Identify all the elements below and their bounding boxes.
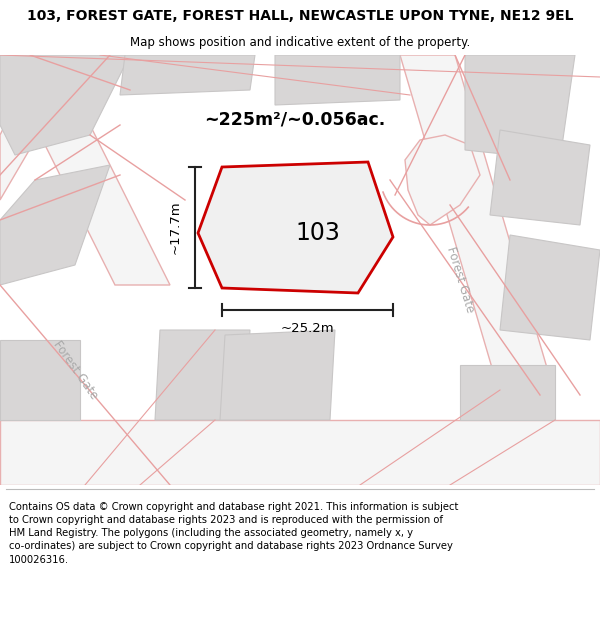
Polygon shape xyxy=(198,162,393,293)
Text: 103: 103 xyxy=(296,221,340,245)
Polygon shape xyxy=(490,130,590,225)
Polygon shape xyxy=(0,420,600,485)
Polygon shape xyxy=(405,135,480,225)
Polygon shape xyxy=(275,55,400,105)
Polygon shape xyxy=(0,55,130,155)
Polygon shape xyxy=(500,235,600,340)
Text: Forest Gate: Forest Gate xyxy=(50,338,100,402)
Text: Contains OS data © Crown copyright and database right 2021. This information is : Contains OS data © Crown copyright and d… xyxy=(9,502,458,564)
Polygon shape xyxy=(0,165,110,285)
Polygon shape xyxy=(460,365,555,420)
Text: Map shows position and indicative extent of the property.: Map shows position and indicative extent… xyxy=(130,36,470,49)
Text: 103, FOREST GATE, FOREST HALL, NEWCASTLE UPON TYNE, NE12 9EL: 103, FOREST GATE, FOREST HALL, NEWCASTLE… xyxy=(27,9,573,24)
Polygon shape xyxy=(0,340,80,420)
Polygon shape xyxy=(400,55,555,395)
Text: ~25.2m: ~25.2m xyxy=(281,321,334,334)
Text: ~225m²/~0.056ac.: ~225m²/~0.056ac. xyxy=(205,111,386,129)
Polygon shape xyxy=(120,55,255,95)
Text: ~17.7m: ~17.7m xyxy=(169,201,182,254)
Polygon shape xyxy=(465,55,575,160)
Polygon shape xyxy=(0,55,85,200)
Polygon shape xyxy=(155,330,250,420)
Polygon shape xyxy=(220,330,335,420)
Text: Forest Gate: Forest Gate xyxy=(444,246,476,314)
Polygon shape xyxy=(0,55,170,285)
